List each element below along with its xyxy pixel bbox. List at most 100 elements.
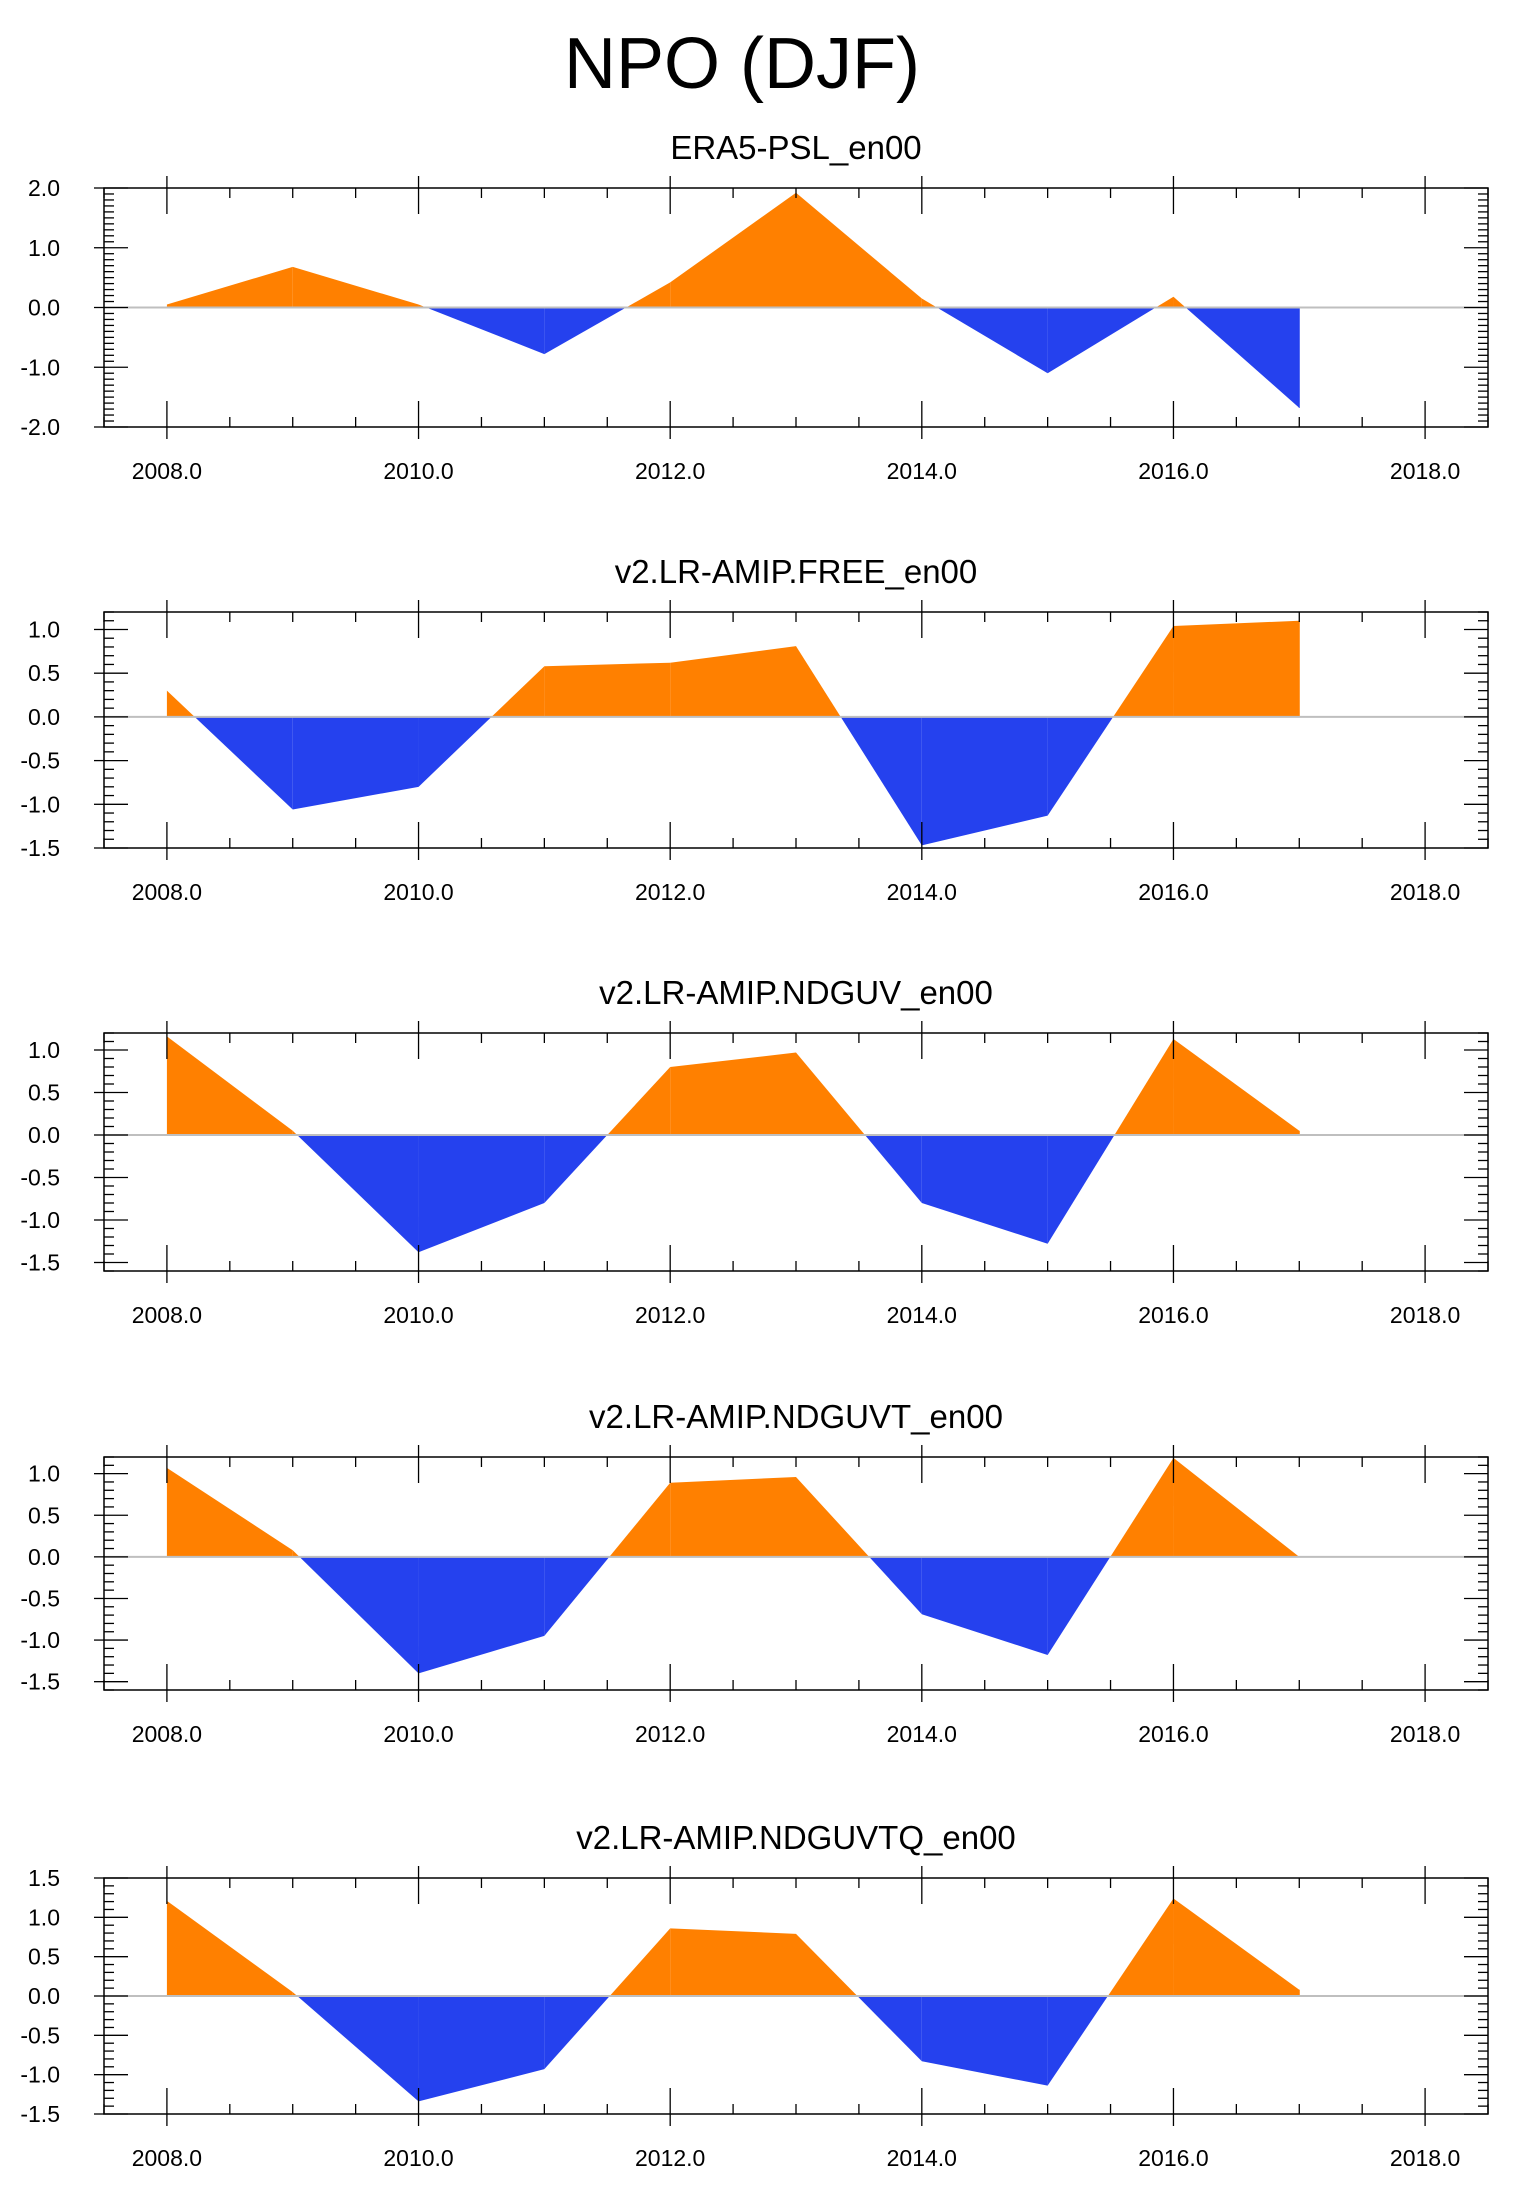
- y-tick-label: -0.5: [20, 1585, 60, 1611]
- negative-anomaly-area: [864, 1135, 922, 1203]
- negative-anomaly-area: [418, 716, 492, 787]
- chart-panel-4: v2.LR-AMIP.NDGUVT_en00 2008.0 2010.0 2012.0…: [20, 1398, 1489, 1747]
- positive-anomaly-area: [796, 1052, 865, 1135]
- x-tick-label: 2010.0: [383, 458, 453, 484]
- x-tick-label: 2018.0: [1390, 879, 1460, 905]
- x-tick-label: 2016.0: [1138, 458, 1208, 484]
- positive-anomaly-area: [1173, 1898, 1300, 1996]
- positive-anomaly-area: [1173, 1038, 1300, 1135]
- positive-anomaly-area: [491, 666, 545, 717]
- y-tick-label: 1.0: [28, 616, 60, 642]
- x-tick-label: 2016.0: [1138, 1302, 1208, 1328]
- positive-anomaly-area: [1107, 1898, 1174, 1996]
- negative-anomaly-area: [1047, 1135, 1115, 1244]
- positive-anomaly-area: [166, 1036, 293, 1135]
- negative-anomaly-area: [418, 1556, 545, 1674]
- x-tick-label: 2014.0: [887, 1721, 957, 1747]
- chart-panel-3: v2.LR-AMIP.NDGUV_en00 2008.0 2010.0 2012.0 2…: [20, 974, 1489, 1328]
- positive-anomaly-area: [1173, 620, 1300, 717]
- positive-anomaly-area: [670, 1052, 796, 1135]
- positive-anomaly-area: [921, 298, 937, 308]
- x-tick-label: 2018.0: [1390, 1721, 1460, 1747]
- positive-anomaly-area: [609, 1928, 671, 1996]
- positive-anomaly-area: [166, 266, 293, 308]
- y-tick-label: 0.0: [28, 1122, 60, 1148]
- x-tick-label: 2012.0: [635, 458, 705, 484]
- positive-anomaly-area: [796, 1476, 870, 1557]
- x-tick-label: 2018.0: [1390, 1302, 1460, 1328]
- x-tick-label: 2016.0: [1138, 879, 1208, 905]
- negative-anomaly-area: [418, 1996, 545, 2102]
- positive-anomaly-area: [1155, 296, 1174, 308]
- chart-panel-1: ERA5-PSL_en00 2008.0 2010.0 2012.0 2014.0 201…: [20, 129, 1489, 484]
- panel-title: v2.LR-AMIP.NDGUV_en00: [599, 974, 993, 1011]
- positive-anomaly-area: [544, 662, 671, 717]
- x-tick-label: 2008.0: [132, 879, 202, 905]
- negative-anomaly-area: [297, 1135, 419, 1253]
- y-tick-label: 0.0: [28, 1983, 60, 2009]
- x-tick-label: 2012.0: [635, 2145, 705, 2171]
- panel-title: v2.LR-AMIP.NDGUVTQ_en00: [576, 1819, 1016, 1856]
- x-tick-label: 2014.0: [887, 879, 957, 905]
- y-tick-label: 0.5: [28, 1080, 60, 1106]
- positive-anomaly-area: [796, 646, 841, 717]
- positive-anomaly-area: [670, 646, 796, 717]
- positive-anomaly-area: [626, 282, 671, 308]
- x-tick-label: 2008.0: [132, 1302, 202, 1328]
- panels: ERA5-PSL_en00 2008.0 2010.0 2012.0 2014.0 201…: [20, 129, 1489, 2171]
- negative-anomaly-area: [544, 1135, 608, 1203]
- chart-panel-5: v2.LR-AMIP.NDGUVTQ_en00 2008.0 2010.0 2012.…: [20, 1819, 1489, 2171]
- negative-anomaly-area: [840, 716, 922, 846]
- y-tick-label: 0.5: [28, 660, 60, 686]
- positive-anomaly-area: [670, 1476, 796, 1557]
- negative-anomaly-area: [544, 1556, 610, 1636]
- negative-anomaly-area: [1185, 307, 1300, 408]
- y-tick-label: 0.0: [28, 704, 60, 730]
- panel-title: v2.LR-AMIP.NDGUVT_en00: [589, 1398, 1003, 1435]
- y-tick-label: -1.0: [20, 2062, 60, 2088]
- y-tick-label: -1.0: [20, 1207, 60, 1233]
- y-tick-label: -0.5: [20, 748, 60, 774]
- negative-anomaly-area: [921, 1135, 1048, 1244]
- y-tick-label: 1.0: [28, 235, 60, 261]
- y-tick-label: -1.5: [20, 1669, 60, 1695]
- positive-anomaly-area: [166, 1900, 293, 1996]
- negative-anomaly-area: [1047, 307, 1156, 374]
- y-tick-label: -0.5: [20, 2022, 60, 2048]
- panel-title: v2.LR-AMIP.FREE_en00: [615, 553, 978, 590]
- y-tick-label: 0.0: [28, 1544, 60, 1570]
- positive-anomaly-area: [166, 1467, 293, 1557]
- positive-anomaly-area: [1110, 1457, 1174, 1557]
- y-tick-label: 0.0: [28, 295, 60, 321]
- negative-anomaly-area: [1047, 716, 1114, 816]
- x-tick-label: 2012.0: [635, 879, 705, 905]
- negative-anomaly-area: [1047, 1556, 1111, 1656]
- x-tick-label: 2014.0: [887, 2145, 957, 2171]
- positive-anomaly-area: [796, 192, 922, 308]
- y-tick-label: -1.0: [20, 1627, 60, 1653]
- y-tick-label: -1.0: [20, 791, 60, 817]
- x-tick-label: 2018.0: [1390, 458, 1460, 484]
- negative-anomaly-area: [936, 307, 1048, 374]
- x-tick-label: 2010.0: [383, 1302, 453, 1328]
- x-tick-label: 2016.0: [1138, 2145, 1208, 2171]
- negative-anomaly-area: [426, 307, 545, 355]
- x-tick-label: 2014.0: [887, 458, 957, 484]
- y-tick-label: 0.5: [28, 1502, 60, 1528]
- positive-anomaly-area: [1173, 1457, 1300, 1557]
- positive-anomaly-area: [1173, 296, 1186, 308]
- x-tick-label: 2018.0: [1390, 2145, 1460, 2171]
- negative-anomaly-area: [299, 1556, 419, 1674]
- negative-anomaly-area: [418, 1135, 545, 1253]
- panel-title: ERA5-PSL_en00: [670, 129, 921, 166]
- negative-anomaly-area: [297, 1996, 419, 2102]
- negative-anomaly-area: [921, 1556, 1048, 1656]
- x-tick-label: 2010.0: [383, 2145, 453, 2171]
- x-tick-label: 2008.0: [132, 458, 202, 484]
- y-tick-label: -1.0: [20, 354, 60, 380]
- y-tick-label: -2.0: [20, 414, 60, 440]
- positive-anomaly-area: [292, 1130, 298, 1135]
- x-tick-label: 2012.0: [635, 1302, 705, 1328]
- x-tick-label: 2012.0: [635, 1721, 705, 1747]
